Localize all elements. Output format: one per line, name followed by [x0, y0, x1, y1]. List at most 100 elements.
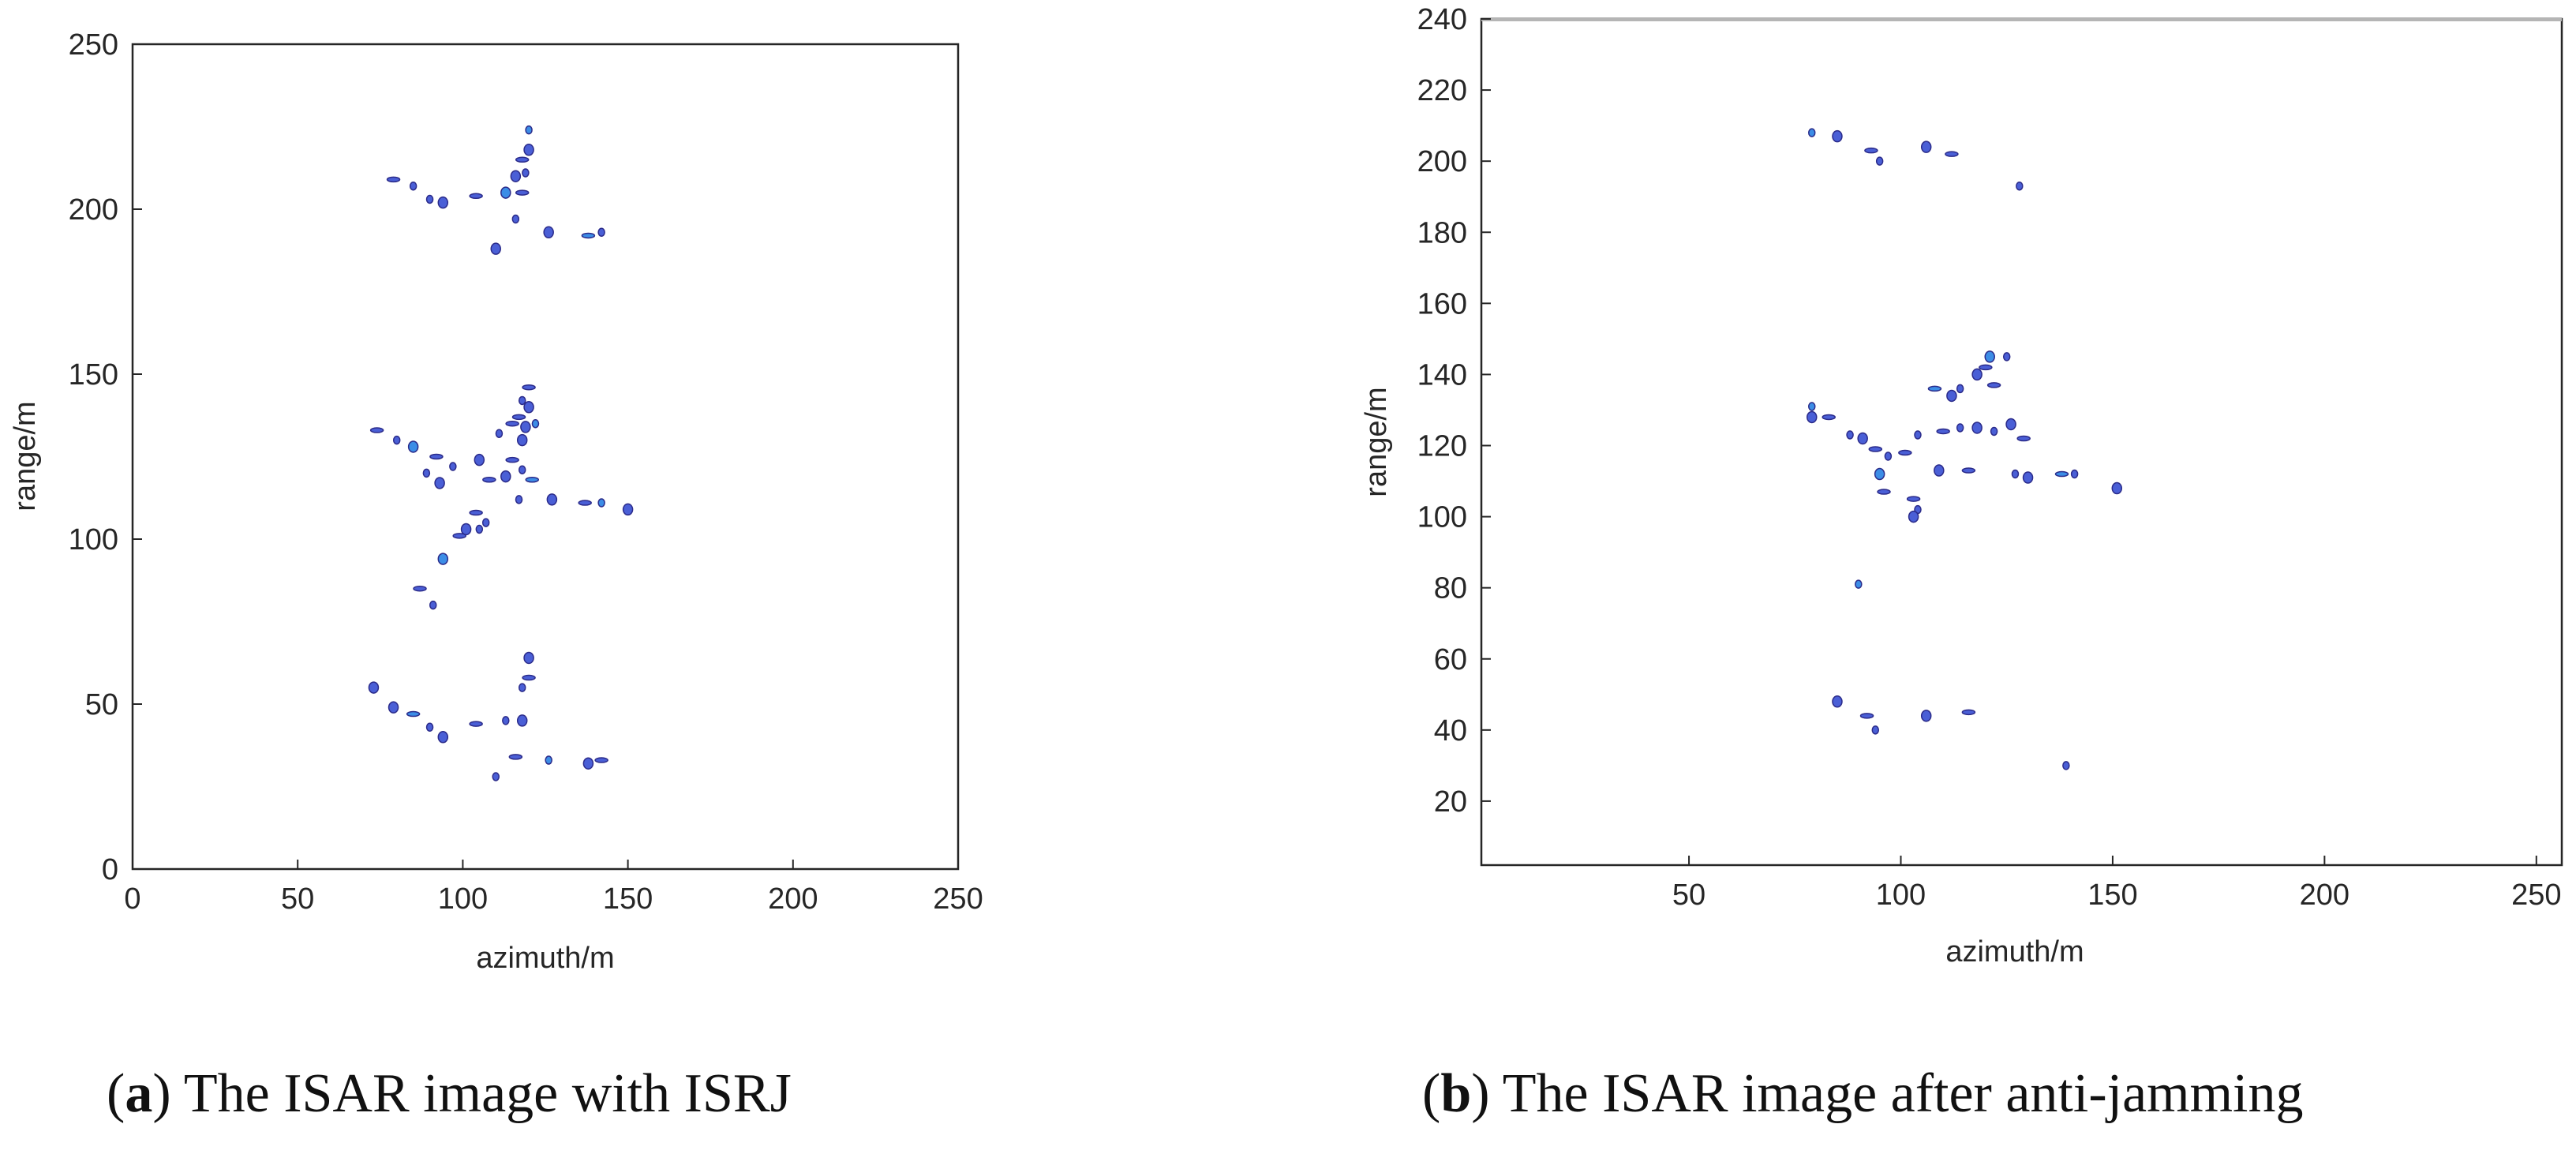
caption-a-text: The ISAR image with ISRJ	[184, 1063, 792, 1124]
scatter-point-b	[1979, 364, 1993, 371]
scatter-point-b	[1807, 410, 1818, 424]
scatter-point-b	[1920, 710, 1932, 722]
scatter-point-b	[1884, 451, 1893, 461]
y-tick-label-b: 80	[1434, 572, 1467, 605]
x-tick-label-b: 150	[2087, 879, 2137, 912]
scatter-point-a	[581, 232, 596, 239]
scatter-point-b	[1927, 385, 1942, 392]
scatter-point-a	[523, 651, 534, 665]
scatter-point-a	[520, 421, 531, 433]
scatter-point-b	[1871, 725, 1880, 735]
scatter-point-a	[502, 716, 510, 725]
scatter-point-a	[469, 721, 483, 727]
scatter-point-a	[388, 701, 399, 714]
scatter-point-a	[386, 176, 401, 183]
scatter-point-a	[597, 227, 605, 238]
scatter-point-a	[523, 144, 534, 156]
scatter-point-a	[495, 429, 504, 438]
scatter-point-a	[469, 193, 483, 200]
y-tick-label-a: 0	[102, 853, 118, 886]
scatter-point-a	[505, 456, 519, 463]
scatter-point-a	[510, 170, 522, 182]
ticks-b: 50 100 150 200 250 20 40 60 80 100 120 140 160 180 200…	[1417, 3, 2562, 912]
scatter-point-a	[522, 384, 536, 391]
scatter-point-b	[1934, 464, 1945, 477]
scatter-point-a	[407, 440, 419, 453]
scatter-point-a	[434, 477, 445, 489]
scatter-point-b	[1990, 426, 1998, 436]
scatter-point-a	[469, 509, 483, 516]
scatter-point-b	[1808, 128, 1816, 137]
x-tick-label-b: 50	[1672, 879, 1705, 912]
y-tick-label-b: 120	[1417, 430, 1467, 463]
scatter-point-b	[1961, 709, 1976, 716]
scatter-point-b	[1857, 432, 1868, 445]
plot-frame-b	[1480, 17, 2563, 867]
scatter-point-a	[425, 722, 434, 732]
scatter-point-a	[490, 242, 501, 255]
caption-a-label: a	[125, 1063, 152, 1124]
y-tick-label-a: 200	[69, 193, 118, 227]
scatter-point-b	[1846, 430, 1854, 440]
x-tick-label-a: 150	[603, 882, 653, 916]
scatter-point-a	[523, 401, 534, 414]
x-tick-label-a: 200	[768, 882, 818, 916]
scatter-point-a	[437, 553, 449, 565]
scatter-point-b	[2070, 469, 2079, 479]
scatter-point-b	[2005, 418, 2016, 431]
x-tick-label-a: 50	[281, 882, 314, 916]
scatter-point-a	[368, 681, 380, 694]
scatter-points-a	[368, 125, 634, 781]
y-tick-label-b: 60	[1434, 643, 1467, 676]
scatter-points-b	[1807, 128, 2123, 770]
caption-a: (a) The ISAR image with ISRJ	[107, 1063, 792, 1124]
scatter-point-a	[597, 498, 605, 508]
y-tick-label-b: 140	[1417, 358, 1467, 392]
scatter-point-a	[369, 427, 384, 433]
scatter-point-a	[622, 503, 634, 516]
scatter-point-a	[515, 156, 530, 163]
scatter-point-b	[1914, 430, 1922, 440]
scatter-point-a	[594, 757, 608, 763]
scatter-point-b	[2111, 481, 2123, 495]
scatter-point-a	[437, 196, 449, 209]
scatter-point-a	[475, 524, 484, 534]
scatter-point-a	[511, 414, 526, 421]
scatter-point-b	[1859, 713, 1874, 719]
scatter-point-a	[516, 433, 528, 447]
scatter-point-a	[500, 186, 511, 199]
scatter-point-a	[525, 125, 533, 135]
x-tick-label-a: 250	[933, 882, 983, 916]
scatter-point-b	[1945, 151, 1959, 157]
scatter-point-a	[452, 533, 466, 539]
scatter-point-a	[522, 674, 536, 681]
scatter-point-b	[2054, 470, 2069, 478]
y-tick-label-b: 200	[1417, 145, 1467, 178]
y-tick-label-b: 160	[1417, 287, 1467, 320]
x-tick-label-a: 100	[438, 882, 488, 916]
scatter-point-a	[409, 181, 417, 191]
scatter-point-b	[2016, 435, 2031, 442]
scatter-point-b	[1908, 510, 1919, 523]
scatter-point-b	[1956, 384, 1964, 394]
scatter-point-b	[1906, 496, 1921, 502]
scatter-point-b	[1936, 428, 1950, 435]
panel-b: 50 100 150 200 250 20 40 60 80 100 120 140 160 180 200…	[1360, 3, 2563, 1124]
scatter-point-b	[1832, 695, 1843, 708]
scatter-point-a	[482, 477, 496, 483]
scatter-point-b	[1864, 147, 1878, 154]
scatter-point-b	[2022, 471, 2034, 484]
scatter-point-a	[582, 757, 594, 770]
scatter-point-a	[543, 226, 554, 239]
scatter-point-a	[516, 714, 528, 727]
caption-b-text: The ISAR image after anti-jamming	[1503, 1063, 2304, 1124]
y-tick-label-b: 20	[1434, 785, 1467, 819]
y-axis-label-a: range/m	[9, 401, 42, 511]
y-tick-label-a: 150	[69, 358, 118, 392]
scatter-point-a	[392, 435, 401, 445]
scatter-point-b	[2016, 181, 2024, 191]
y-tick-label-b: 180	[1417, 216, 1467, 249]
y-axis-label-b: range/m	[1360, 387, 1393, 496]
x-axis-label-b: azimuth/m	[1945, 935, 2084, 969]
scatter-point-a	[546, 493, 558, 506]
